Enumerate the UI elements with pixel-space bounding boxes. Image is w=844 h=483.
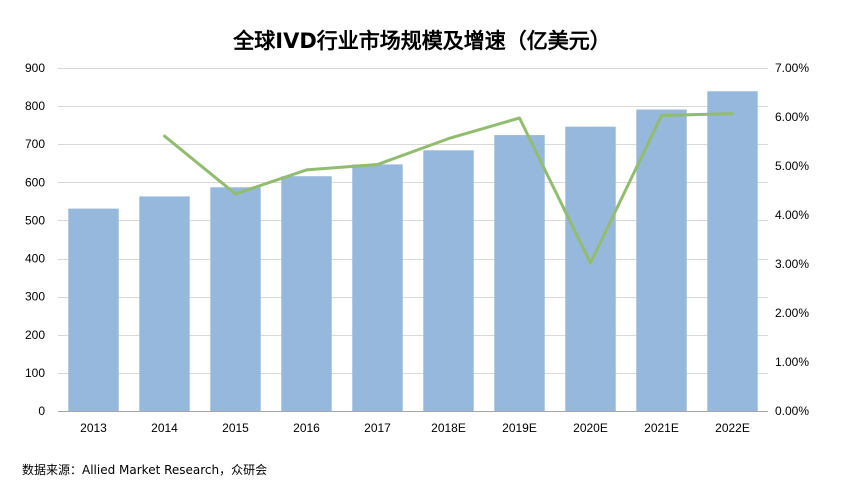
bar-2020E [565,126,616,412]
bar-2019E [494,135,545,411]
left-tick-label: 900 [25,61,45,75]
x-tick-label: 2013 [80,421,107,435]
left-tick-label: 0 [38,404,45,418]
right-axis-ticks: 0.00% 1.00% 2.00% 3.00% 4.00% 5.00% 6.00% 7.00% [775,61,809,418]
x-tick-label: 2020E [573,421,608,435]
source-note: 数据来源：Allied Market Research，众研会 [22,463,268,477]
left-tick-label: 600 [25,175,45,189]
chart-title: 全球IVD行业市场规模及增速（亿美元） [232,29,611,53]
left-tick-label: 800 [25,99,45,113]
right-tick-label: 6.00% [775,110,809,124]
x-tick-label: 2019E [502,421,537,435]
x-tick-label: 2021E [644,421,679,435]
x-axis-ticks: 2013 2014 2015 2016 2017 2018E 2019E 2020E 2021E… [80,421,750,435]
x-tick-label: 2016 [293,421,320,435]
left-axis-ticks: 0 100 200 300 400 500 600 700 800 900 [25,61,45,418]
x-tick-label: 2017 [364,421,391,435]
right-tick-label: 0.00% [775,404,809,418]
right-tick-label: 2.00% [775,306,809,320]
left-tick-label: 400 [25,252,45,266]
bar-2013 [68,208,119,411]
bar-2018E [423,150,474,411]
bar-2017 [352,164,403,411]
left-tick-label: 300 [25,290,45,304]
bar-2014 [139,196,190,411]
bar-2022E [707,91,758,412]
x-tick-label: 2018E [431,421,466,435]
left-tick-label: 500 [25,213,45,227]
bar-series [68,91,758,412]
left-tick-label: 700 [25,137,45,151]
right-tick-label: 1.00% [775,355,809,369]
right-tick-label: 7.00% [775,61,809,75]
right-tick-label: 4.00% [775,208,809,222]
x-tick-label: 2015 [222,421,249,435]
left-tick-label: 100 [25,366,45,380]
right-tick-label: 3.00% [775,257,809,271]
x-tick-label: 2022E [715,421,750,435]
bar-2015 [210,187,261,411]
x-tick-label: 2014 [151,421,178,435]
right-tick-label: 5.00% [775,159,809,173]
line-series [163,112,734,265]
left-tick-label: 200 [25,328,45,342]
bar-2016 [281,176,332,411]
bar-2021E [636,109,687,412]
